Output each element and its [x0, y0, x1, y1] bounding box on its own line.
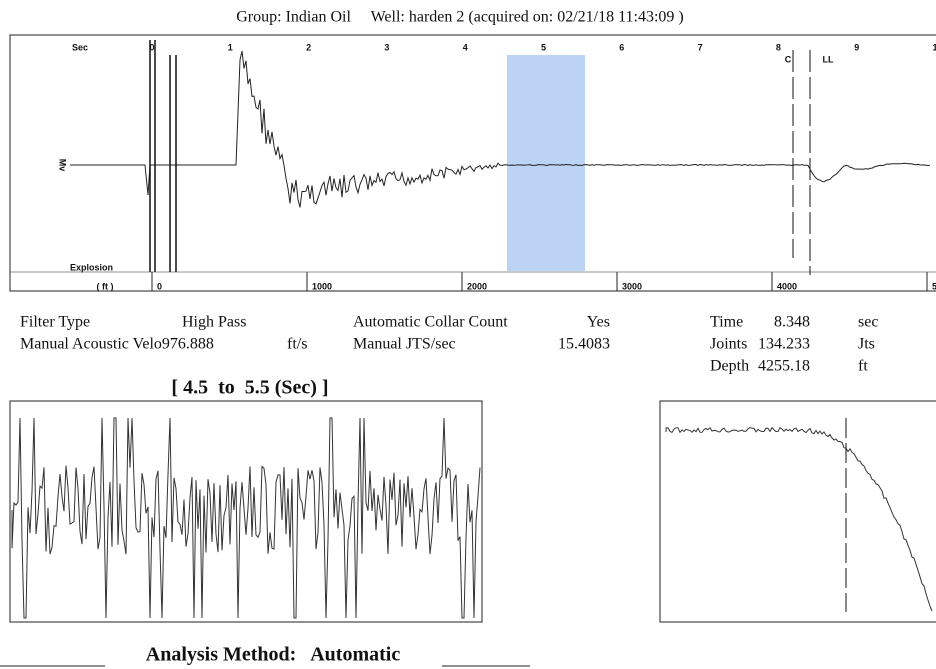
time-tick-label: 1	[228, 42, 233, 52]
spectrum-trace	[665, 426, 933, 612]
footer: Analysis Method: Automatic	[146, 644, 401, 666]
explosion-label: Explosion	[70, 262, 113, 272]
time-tick-label: 1	[932, 42, 936, 52]
param-value: 15.4083	[558, 336, 610, 353]
depth-tick-label: 3000	[622, 281, 642, 291]
result-cell: Joints	[710, 336, 747, 353]
result-cell: Jts	[858, 336, 875, 353]
time-tick-label: 3	[384, 42, 389, 52]
depth-axis-label: ( ft )	[97, 281, 114, 291]
detail-frame	[9, 400, 483, 623]
depth-tick-label: 2000	[467, 281, 487, 291]
result-cell: 134.233	[758, 336, 810, 353]
time-tick-label: 2	[306, 42, 311, 52]
param-label: Manual Acoustic Velo976.888	[20, 336, 214, 353]
selection-window	[507, 55, 585, 271]
param-unit: ft/s	[287, 336, 307, 353]
param-value: Yes	[587, 314, 610, 331]
depth-tick-label: 4000	[777, 281, 797, 291]
time-tick-label: 5	[541, 42, 546, 52]
detail-trace	[11, 417, 481, 619]
time-tick-label: 8	[776, 42, 781, 52]
time-tick-label: 9	[854, 42, 859, 52]
param-value: High Pass	[182, 314, 246, 331]
result-cell: ft	[858, 358, 868, 375]
marker-label: C	[785, 54, 792, 64]
y-axis-label: Mv	[58, 159, 68, 172]
spectrum-frame	[659, 400, 936, 623]
header-title: Group: Indian Oil Well: harden 2 (acquir…	[236, 9, 684, 26]
result-cell: 4255.18	[758, 358, 810, 375]
depth-tick-label: 0	[157, 281, 162, 291]
result-cell: Time	[710, 314, 743, 331]
time-tick-label: 7	[698, 42, 703, 52]
acoustic-trace	[70, 50, 931, 208]
time-tick-label: 6	[619, 42, 624, 52]
param-label: Filter Type	[20, 314, 90, 331]
result-cell: sec	[858, 314, 878, 331]
time-axis-label: Sec	[72, 42, 88, 52]
explosion-spike	[149, 40, 177, 272]
result-cell: 8.348	[774, 314, 810, 331]
time-tick-label: 4	[463, 42, 468, 52]
time-tick-label: 0	[149, 42, 154, 52]
detail-title: [ 4.5 to 5.5 (Sec) ]	[171, 377, 328, 399]
depth-tick-label: 5	[932, 281, 936, 291]
main-plot-frame	[9, 34, 936, 292]
marker-label: LL	[823, 54, 834, 64]
param-label: Automatic Collar Count	[353, 314, 508, 331]
result-cell: Depth	[710, 358, 749, 375]
depth-tick-label: 1000	[312, 281, 332, 291]
param-label: Manual JTS/sec	[353, 336, 456, 353]
